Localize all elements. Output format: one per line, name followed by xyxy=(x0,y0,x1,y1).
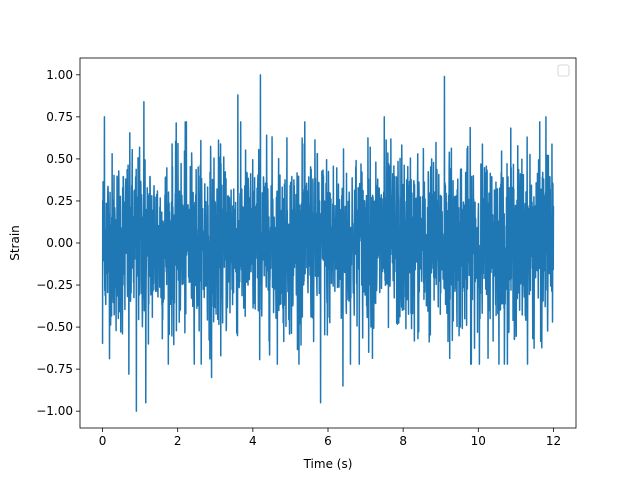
series-layer xyxy=(101,74,555,412)
y-axis-label: Strain xyxy=(8,225,22,261)
y-tick-label: −0.75 xyxy=(36,362,73,376)
x-tick-label: 8 xyxy=(399,434,407,448)
y-tick-label: −0.25 xyxy=(36,278,73,292)
x-axis: 0 2 4 6 8 10 12 xyxy=(99,428,561,448)
y-tick-label: 0.00 xyxy=(46,236,73,250)
x-tick-label: 6 xyxy=(324,434,332,448)
x-axis-label: Time (s) xyxy=(303,457,353,471)
x-tick-label: 4 xyxy=(249,434,257,448)
x-tick-label: 2 xyxy=(174,434,182,448)
y-tick-label: 0.75 xyxy=(46,110,73,124)
strain-series-line xyxy=(101,74,555,412)
x-tick-label: 0 xyxy=(99,434,107,448)
y-tick-label: 1.00 xyxy=(46,68,73,82)
y-tick-label: −0.50 xyxy=(36,320,73,334)
y-axis: −1.00 −0.75 −0.50 −0.25 0.00 0.25 0.50 0.75 1.00 xyxy=(36,68,80,418)
y-tick-label: −1.00 xyxy=(36,404,73,418)
x-tick-label: 10 xyxy=(471,434,486,448)
y-tick-label: 0.50 xyxy=(46,152,73,166)
legend-box xyxy=(557,64,570,77)
x-tick-label: 12 xyxy=(546,434,561,448)
y-tick-label: 0.25 xyxy=(46,194,73,208)
